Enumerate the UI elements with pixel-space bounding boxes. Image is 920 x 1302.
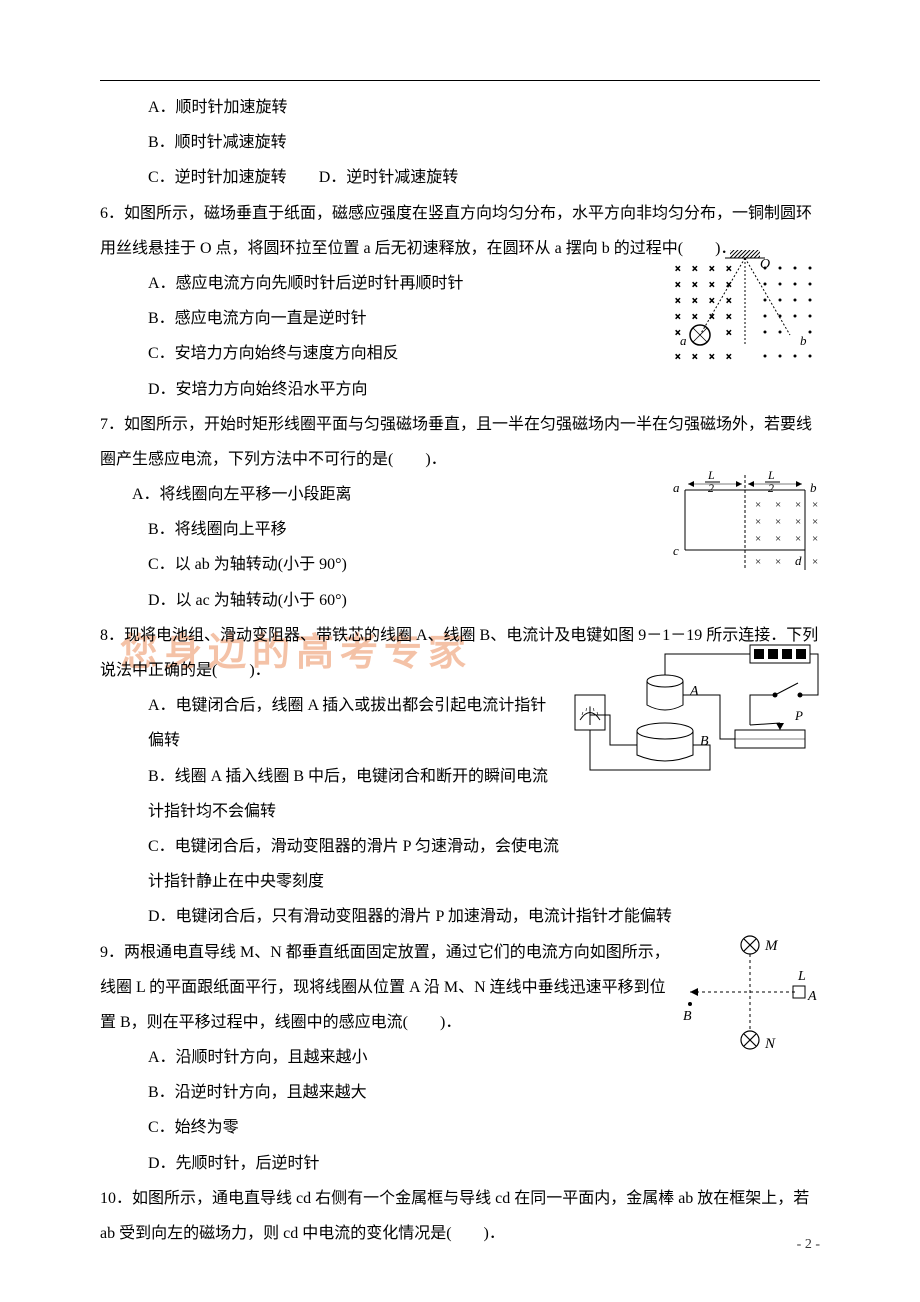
q6-opt-c: C．安培力方向始终与速度方向相反	[100, 336, 820, 371]
q7-stem: 7．如图所示，开始时矩形线圈平面与匀强磁场垂直，且一半在匀强磁场内一半在匀强磁场…	[100, 407, 820, 477]
q8-opt-a: A．电键闭合后，线圈 A 插入或拔出都会引起电流计指针偏转	[100, 688, 820, 758]
q6-opt-d: D．安培力方向始终沿水平方向	[100, 372, 820, 407]
q7-opt-b: B．将线圈向上平移	[100, 512, 820, 547]
q8-stem: 8．现将电池组、滑动变阻器、带铁芯的线圈 A、线圈 B、电流计及电键如图 9－1…	[100, 618, 820, 688]
q5-opt-b: B．顺时针减速旋转	[100, 125, 820, 160]
q9-opt-d: D．先顺时针，后逆时针	[100, 1146, 820, 1181]
q5-opt-c: C．逆时针加速旋转	[148, 169, 287, 186]
q6-opt-b: B．感应电流方向一直是逆时针	[100, 301, 820, 336]
q8-opt-c: C．电键闭合后，滑动变阻器的滑片 P 匀速滑动，会使电流计指针静止在中央零刻度	[100, 829, 820, 899]
q10-stem: 10．如图所示，通电直导线 cd 右侧有一个金属框与导线 cd 在同一平面内，金…	[100, 1181, 820, 1251]
q5-opt-d: D．逆时针减速旋转	[319, 169, 459, 186]
top-rule	[100, 80, 820, 81]
q9-opt-b: B．沿逆时针方向，且越来越大	[100, 1075, 820, 1110]
q5-opt-cd: C．逆时针加速旋转 D．逆时针减速旋转	[100, 160, 820, 195]
q8-opt-d: D．电键闭合后，只有滑动变阻器的滑片 P 加速滑动，电流计指针才能偏转	[100, 899, 820, 934]
q6-stem: 6．如图所示，磁场垂直于纸面，磁感应强度在竖直方向均匀分布，水平方向非均匀分布，…	[100, 196, 820, 266]
q9-opt-a: A．沿顺时针方向，且越来越小	[100, 1040, 820, 1075]
q7-opt-c: C．以 ab 为轴转动(小于 90°)	[100, 547, 820, 582]
content: A．顺时针加速旋转 B．顺时针减速旋转 C．逆时针加速旋转 D．逆时针减速旋转 …	[100, 90, 820, 1251]
q5-opt-a: A．顺时针加速旋转	[100, 90, 820, 125]
q7-opt-d: D．以 ac 为轴转动(小于 60°)	[100, 583, 820, 618]
q8-opt-b: B．线圈 A 插入线圈 B 中后，电键闭合和断开的瞬间电流计指针均不会偏转	[100, 759, 820, 829]
q9-stem: 9．两根通电直导线 M、N 都垂直纸面固定放置，通过它们的电流方向如图所示，线圈…	[100, 935, 820, 1041]
q9-opt-c: C．始终为零	[100, 1110, 820, 1145]
q6-opt-a: A．感应电流方向先顺时针后逆时针再顺时针	[100, 266, 820, 301]
q7-opt-a: A．将线圈向左平移一小段距离	[100, 477, 820, 512]
